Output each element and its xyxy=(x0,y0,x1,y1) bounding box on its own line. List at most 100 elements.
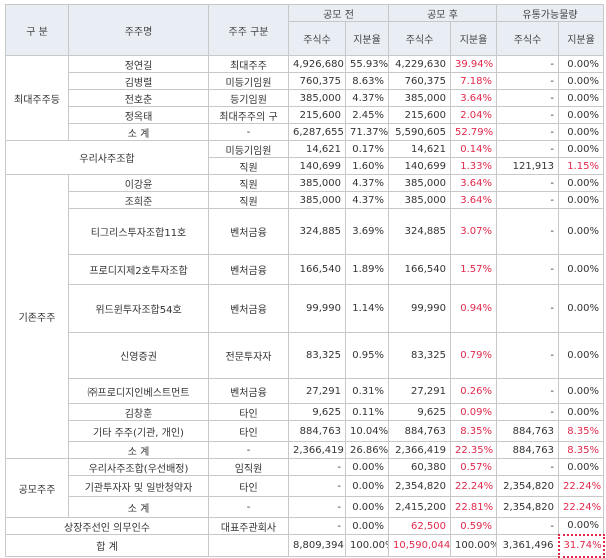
after-ratio: 3.64% xyxy=(450,174,497,192)
table-row: 기타 주주(기관, 개인) 타인 884,763 10.04% 884,763 … xyxy=(6,420,605,442)
tradable-ratio: 0.00% xyxy=(557,106,605,124)
subtotal-label: 소 계 xyxy=(68,123,209,141)
after-ratio: 22.35% xyxy=(450,441,497,459)
group-label-employee: 우리사주조합 xyxy=(5,140,209,175)
before-shares: 760,375 xyxy=(288,72,346,90)
tradable-shares: - xyxy=(496,378,559,404)
tradable-shares: 2,354,820 xyxy=(496,496,559,518)
tradable-ratio: 22.24% xyxy=(557,475,605,497)
tradable-shares: - xyxy=(496,332,559,379)
before-ratio: 2.45% xyxy=(345,106,389,124)
before-shares: 6,287,655 xyxy=(288,123,346,141)
tradable-shares: - xyxy=(496,254,559,285)
after-ratio: 3.64% xyxy=(450,191,497,209)
after-ratio: 22.81% xyxy=(450,496,497,518)
tradable-ratio: 8.35% xyxy=(557,441,605,459)
shareholder-type: 직원 xyxy=(208,174,289,192)
shareholder-table-container: 구 분 주주명 주주 구분 공모 전 공모 후 유통가능물량 주식수 지분율 주… xyxy=(5,4,605,558)
tradable-shares: - xyxy=(496,191,559,209)
before-ratio: 55.93% xyxy=(345,55,389,73)
before-ratio: 1.89% xyxy=(345,254,389,285)
table-row: 김병렬 미등기임원 760,375 8.63% 760,375 7.18% - … xyxy=(6,72,605,90)
before-ratio: 4.37% xyxy=(345,89,389,107)
after-shares: 385,000 xyxy=(388,89,451,107)
after-shares: 9,625 xyxy=(388,403,451,421)
tradable-ratio: 0.00% xyxy=(557,191,605,209)
after-shares: 60,380 xyxy=(388,458,451,476)
after-shares: 83,325 xyxy=(388,332,451,379)
before-shares: 99,990 xyxy=(288,284,346,333)
tradable-shares: 884,763 xyxy=(496,441,559,459)
before-shares: 2,366,419 xyxy=(288,441,346,459)
header-gubun: 구 분 xyxy=(5,4,69,56)
tradable-shares: - xyxy=(496,517,559,535)
before-shares: 215,600 xyxy=(288,106,346,124)
table-row: 직원 140,699 1.60% 140,699 1.33% 121,913 1… xyxy=(6,157,605,175)
shareholder-name: 조희준 xyxy=(68,191,209,209)
after-ratio: 0.14% xyxy=(450,140,497,158)
after-shares: 385,000 xyxy=(388,174,451,192)
tradable-ratio: 0.00% xyxy=(557,208,605,255)
table-row: 조희준 직원 385,000 4.37% 385,000 3.64% - 0.0… xyxy=(6,191,605,209)
after-ratio: 1.57% xyxy=(450,254,497,285)
before-ratio: 0.17% xyxy=(345,140,389,158)
after-shares: 2,366,419 xyxy=(388,441,451,459)
tradable-ratio: 0.00% xyxy=(557,89,605,107)
after-ratio: 0.57% xyxy=(450,458,497,476)
shareholder-name: 기관투자자 및 일반청약자 xyxy=(68,475,209,497)
total-tradable-ratio-highlight: 31.74% xyxy=(557,533,605,558)
table-row: 위드윈투자조합54호 벤처금융 99,990 1.14% 99,990 0.94… xyxy=(6,284,605,333)
after-ratio: 39.94% xyxy=(450,55,497,73)
tradable-shares: 2,354,820 xyxy=(496,475,559,497)
before-ratio: 0.00% xyxy=(345,496,389,518)
shareholder-distribution-table: 구 분 주주명 주주 구분 공모 전 공모 후 유통가능물량 주식수 지분율 주… xyxy=(5,4,605,558)
before-shares: - xyxy=(288,475,346,497)
tradable-shares: - xyxy=(496,174,559,192)
before-ratio: 0.31% xyxy=(345,378,389,404)
after-ratio: 52.79% xyxy=(450,123,497,141)
tradable-ratio: 1.15% xyxy=(557,157,605,175)
before-shares: 385,000 xyxy=(288,191,346,209)
table-row: 정옥태 최대주주의 구 215,600 2.45% 215,600 2.04% … xyxy=(6,106,605,124)
subtotal-row: 소 계 - 6,287,655 71.37% 5,590,605 52.79% … xyxy=(6,123,605,141)
shareholder-type: 전문투자자 xyxy=(208,332,289,379)
before-ratio: 71.37% xyxy=(345,123,389,141)
shareholder-type: 벤처금융 xyxy=(208,284,289,333)
underwriter-label: 상장주선인 의무인수 xyxy=(5,517,209,535)
shareholder-type: 직원 xyxy=(208,191,289,209)
before-ratio: 0.11% xyxy=(345,403,389,421)
tradable-ratio: 0.00% xyxy=(557,332,605,379)
subtotal-label: 소 계 xyxy=(68,441,209,459)
header-tradable-volume: 유통가능물량 xyxy=(495,4,605,22)
before-shares: - xyxy=(288,458,346,476)
before-shares: 4,926,680 xyxy=(288,55,346,73)
before-shares: - xyxy=(288,496,346,518)
tradable-ratio: 0.00% xyxy=(557,254,605,285)
before-shares: 140,699 xyxy=(288,157,346,175)
before-ratio: 8.63% xyxy=(345,72,389,90)
after-shares: 884,763 xyxy=(388,420,451,442)
group-label-largest: 최대주주등 xyxy=(5,55,69,141)
shareholder-name: 이강윤 xyxy=(68,174,209,192)
after-shares: 27,291 xyxy=(388,378,451,404)
shareholder-name: 티그리스투자조합11호 xyxy=(68,208,209,255)
before-shares: 9,625 xyxy=(288,403,346,421)
table-row: 전호춘 등기임원 385,000 4.37% 385,000 3.64% - 0… xyxy=(6,89,605,107)
total-after-shares: 10,590,044 xyxy=(388,534,451,557)
shareholder-type: 등기임원 xyxy=(208,89,289,107)
tradable-ratio: 0.00% xyxy=(557,458,605,476)
after-ratio: 7.18% xyxy=(450,72,497,90)
tradable-ratio: 0.00% xyxy=(557,140,605,158)
tradable-shares: 121,913 xyxy=(496,157,559,175)
total-tradable-shares: 3,361,496 xyxy=(496,534,559,557)
before-ratio: 3.69% xyxy=(345,208,389,255)
shareholder-name: 신영증권 xyxy=(68,332,209,379)
tradable-ratio: 0.00% xyxy=(557,55,605,73)
shareholder-type: 벤처금융 xyxy=(208,254,289,285)
shareholder-type: 타인 xyxy=(208,475,289,497)
before-ratio: 1.60% xyxy=(345,157,389,175)
shareholder-type: 최대주주 xyxy=(208,55,289,73)
shareholder-type: 최대주주의 구 xyxy=(208,106,289,124)
table-row: 김창훈 타인 9,625 0.11% 9,625 0.09% - 0.00% xyxy=(6,403,605,421)
shareholder-type: - xyxy=(208,441,289,459)
